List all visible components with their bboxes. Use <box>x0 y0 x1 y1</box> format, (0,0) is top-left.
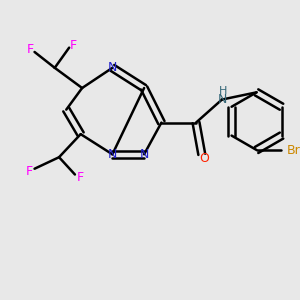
Text: N: N <box>108 61 117 74</box>
Text: F: F <box>26 165 33 178</box>
Text: N: N <box>108 148 117 161</box>
Text: O: O <box>200 152 210 165</box>
Text: N: N <box>217 93 226 106</box>
Text: F: F <box>70 39 77 52</box>
Text: F: F <box>76 171 84 184</box>
Text: H: H <box>219 86 228 97</box>
Text: N: N <box>140 148 149 161</box>
Text: F: F <box>27 43 34 56</box>
Text: Br: Br <box>286 143 300 157</box>
